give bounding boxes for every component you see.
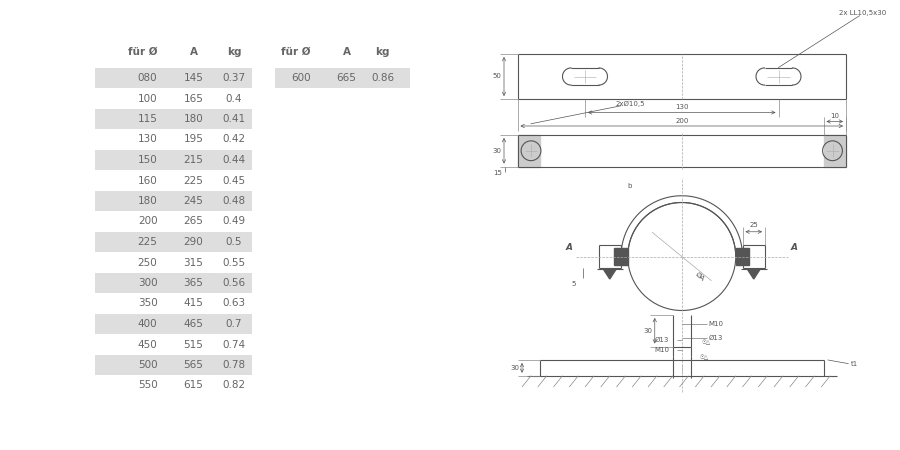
Bar	[94, 191, 252, 211]
Text: 0.55: 0.55	[222, 257, 246, 267]
Text: 5: 5	[572, 280, 576, 287]
Polygon shape	[614, 248, 628, 265]
Text: M10: M10	[655, 347, 670, 353]
Text: 225: 225	[138, 237, 157, 247]
Text: 0.74: 0.74	[222, 339, 246, 350]
Text: 0.41: 0.41	[222, 114, 246, 124]
Text: 0.49: 0.49	[222, 216, 246, 226]
Text: 215: 215	[184, 155, 203, 165]
Text: 0.82: 0.82	[222, 381, 246, 391]
Bar	[94, 355, 252, 375]
Text: für Ø: für Ø	[281, 47, 310, 57]
Text: kg: kg	[375, 47, 390, 57]
Text: 400: 400	[138, 319, 157, 329]
Text: 465: 465	[184, 319, 203, 329]
Text: 450: 450	[138, 339, 157, 350]
Text: für Ø: für Ø	[128, 47, 158, 57]
Text: 315: 315	[184, 257, 203, 267]
Text: ☉△: ☉△	[702, 339, 711, 345]
Text: 290: 290	[184, 237, 203, 247]
Text: 130: 130	[675, 104, 688, 110]
Text: 195: 195	[184, 135, 203, 144]
Bar	[94, 314, 252, 334]
Text: 565: 565	[184, 360, 203, 370]
Text: 0.4: 0.4	[226, 94, 242, 104]
Text: 10: 10	[830, 113, 839, 119]
Text: 30: 30	[493, 148, 502, 154]
Text: 15: 15	[493, 170, 502, 176]
Bar	[274, 68, 410, 88]
Text: 0.37: 0.37	[222, 73, 246, 83]
Polygon shape	[603, 269, 616, 279]
Text: 25: 25	[750, 222, 758, 228]
Text: 300: 300	[138, 278, 157, 288]
Text: kg: kg	[227, 47, 241, 57]
Text: 30: 30	[644, 328, 652, 334]
Text: 225: 225	[184, 176, 203, 185]
Text: 365: 365	[184, 278, 203, 288]
Text: 550: 550	[138, 381, 157, 391]
Text: 0.5: 0.5	[226, 237, 242, 247]
Text: 0.48: 0.48	[222, 196, 246, 206]
Text: Ø13: Ø13	[655, 337, 669, 343]
Text: 2xØ10,5: 2xØ10,5	[616, 100, 644, 107]
Text: t1: t1	[850, 361, 858, 368]
Polygon shape	[518, 135, 540, 166]
Text: 160: 160	[138, 176, 157, 185]
Text: 415: 415	[184, 298, 203, 309]
Text: A: A	[791, 243, 797, 252]
Text: 200: 200	[675, 117, 688, 124]
Text: 350: 350	[138, 298, 157, 309]
Text: 165: 165	[184, 94, 203, 104]
Text: A: A	[190, 47, 197, 57]
Text: 0.45: 0.45	[222, 176, 246, 185]
Text: 130: 130	[138, 135, 157, 144]
Text: 080: 080	[138, 73, 157, 83]
Text: b: b	[628, 183, 632, 189]
Polygon shape	[736, 248, 749, 265]
Text: 0.56: 0.56	[222, 278, 246, 288]
Bar	[94, 68, 252, 88]
Text: A: A	[566, 243, 572, 252]
Text: 500: 500	[138, 360, 157, 370]
Polygon shape	[824, 135, 846, 166]
Text: 0.78: 0.78	[222, 360, 246, 370]
Text: ØA: ØA	[694, 271, 706, 282]
Text: 0.42: 0.42	[222, 135, 246, 144]
Text: 180: 180	[138, 196, 157, 206]
Text: 180: 180	[184, 114, 203, 124]
Text: 200: 200	[138, 216, 157, 226]
Text: ☉△: ☉△	[700, 355, 709, 360]
Text: M10: M10	[709, 321, 724, 327]
Text: 150: 150	[138, 155, 157, 165]
Text: 615: 615	[184, 381, 203, 391]
Text: 515: 515	[184, 339, 203, 350]
Text: 50: 50	[493, 73, 502, 80]
Text: 600: 600	[291, 73, 310, 83]
Text: 0.44: 0.44	[222, 155, 246, 165]
Text: 0.7: 0.7	[226, 319, 242, 329]
Text: 0.63: 0.63	[222, 298, 246, 309]
Text: A: A	[343, 47, 350, 57]
Polygon shape	[747, 269, 760, 279]
Text: 245: 245	[184, 196, 203, 206]
Text: 250: 250	[138, 257, 157, 267]
Text: 265: 265	[184, 216, 203, 226]
Text: Ø13: Ø13	[709, 334, 723, 341]
Bar	[94, 150, 252, 170]
Text: 145: 145	[184, 73, 203, 83]
Text: 0.86: 0.86	[371, 73, 394, 83]
Bar	[94, 109, 252, 129]
Text: 100: 100	[138, 94, 157, 104]
Bar	[94, 273, 252, 293]
Text: 115: 115	[138, 114, 157, 124]
Bar	[94, 232, 252, 252]
Text: 30: 30	[511, 365, 520, 371]
Text: 2x LL10,5x30: 2x LL10,5x30	[839, 10, 886, 17]
Text: 665: 665	[337, 73, 356, 83]
